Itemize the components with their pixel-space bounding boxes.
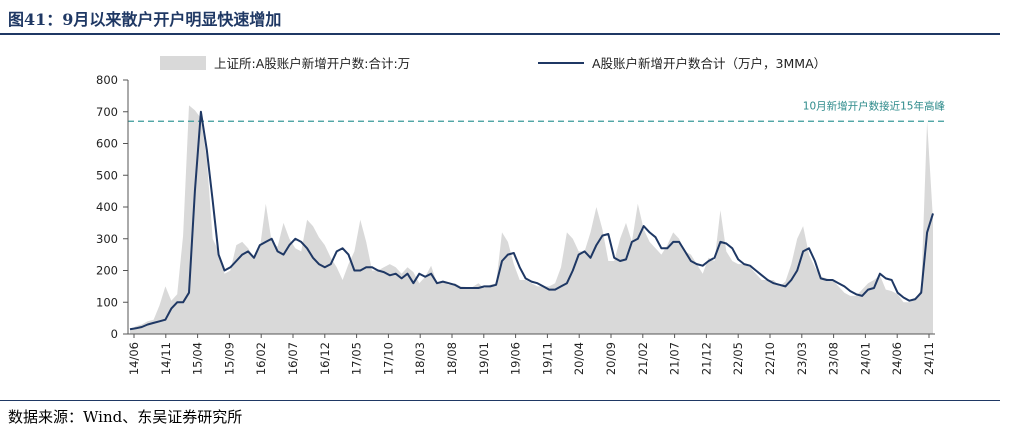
y-tick-label: 700 [96, 105, 118, 119]
x-tick-label: 16/12 [318, 342, 332, 375]
chart: 10月新增开户数接近15年高峰 0 100 200 300 400 500 600 700 80… [96, 56, 946, 375]
y-tick-label: 500 [96, 168, 118, 182]
x-tick-label: 19/11 [540, 342, 554, 375]
x-tick-label: 20/09 [604, 342, 618, 375]
bottom-rule [0, 400, 1000, 401]
area-series-new-accounts [130, 105, 933, 335]
x-tick-label: 17/10 [381, 342, 395, 375]
x-tick-label: 15/09 [222, 342, 236, 375]
x-tick-label: 15/04 [191, 342, 205, 375]
x-tick-label: 23/08 [827, 342, 841, 375]
y-tick-label: 100 [96, 295, 118, 309]
x-tick-label: 24/01 [858, 342, 872, 375]
legend-swatch-area [160, 56, 206, 70]
y-tick-label: 200 [96, 264, 118, 278]
x-tick-label: 17/05 [350, 342, 364, 375]
y-tick-label: 400 [96, 200, 118, 214]
x-tick-label: 19/01 [477, 342, 491, 375]
y-tick-label: 0 [111, 327, 118, 341]
x-tick-label: 21/12 [699, 342, 713, 375]
source-note: 数据来源：Wind、东吴证券研究所 [8, 408, 243, 426]
x-tick-label: 22/05 [731, 342, 745, 375]
x-tick-label: 21/07 [668, 342, 682, 375]
x-tick-label: 16/07 [286, 342, 300, 375]
x-tick-label: 20/04 [572, 342, 586, 375]
y-tick-label: 600 [96, 137, 118, 151]
x-tick-label: 19/06 [509, 342, 523, 375]
legend-label-area: 上证所:A股账户新增开户数:合计:万 [214, 56, 410, 71]
x-tick-label: 14/06 [127, 342, 141, 375]
x-tick-label: 18/03 [413, 342, 427, 375]
x-tick-label: 21/02 [636, 342, 650, 375]
y-tick-label: 300 [96, 232, 118, 246]
x-tick-label: 23/03 [795, 342, 809, 375]
x-tick-label: 16/02 [254, 342, 268, 375]
x-tick-label: 24/06 [890, 342, 904, 375]
x-tick-label: 22/10 [763, 342, 777, 375]
line-series-3mma [129, 110, 934, 331]
x-tick-label: 24/11 [922, 342, 936, 375]
x-tick-label: 14/11 [159, 342, 173, 375]
y-tick-label: 800 [96, 73, 118, 87]
top-rule [0, 33, 1000, 35]
x-tick-label: 18/08 [445, 342, 459, 375]
legend-label-line: A股账户新增开户数合计（万户，3MMA） [592, 56, 826, 71]
reference-line-label: 10月新增开户数接近15年高峰 [803, 99, 946, 112]
chart-title: 图41：9月以来散户开户明显快速增加 [8, 10, 282, 29]
